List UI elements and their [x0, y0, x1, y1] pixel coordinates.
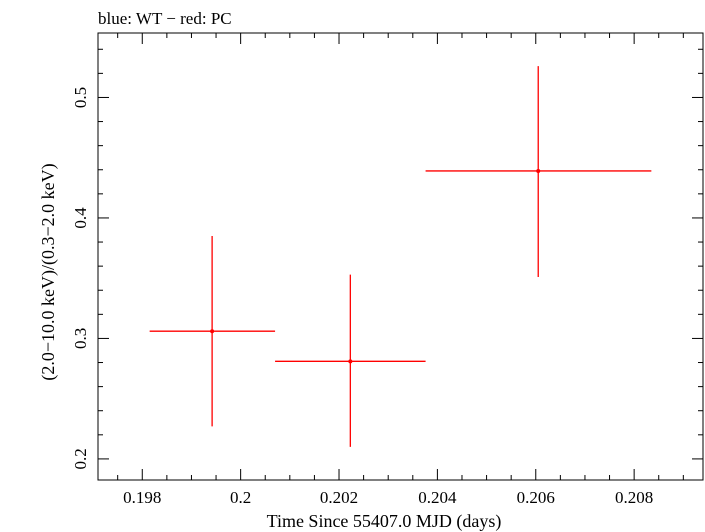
y-tick-label: 0.5 [71, 87, 90, 108]
x-tick-label: 0.206 [517, 488, 555, 507]
y-tick-label: 0.2 [71, 448, 90, 469]
chart-title: blue: WT − red: PC [98, 9, 232, 28]
point-marker [348, 359, 353, 364]
data-point [275, 274, 426, 447]
data-point [425, 66, 652, 277]
axis-ticks [98, 33, 703, 480]
point-marker [536, 168, 541, 173]
data-points [149, 66, 652, 447]
x-axis-label: Time Since 55407.0 MJD (days) [267, 511, 502, 532]
point-marker [210, 329, 215, 334]
y-tick-labels: 0.2 0.3 0.4 0.5 [71, 87, 90, 470]
x-tick-label: 0.204 [418, 488, 457, 507]
x-tick-label: 0.208 [615, 488, 653, 507]
x-tick-label: 0.198 [123, 488, 161, 507]
plot-frame [97, 32, 704, 481]
x-tick-label: 0.2 [230, 488, 251, 507]
data-point [149, 236, 276, 427]
y-tick-label: 0.4 [71, 207, 90, 229]
x-tick-label: 0.202 [320, 488, 358, 507]
x-tick-labels: 0.198 0.2 0.202 0.204 0.206 0.208 [123, 488, 653, 507]
y-tick-label: 0.3 [71, 328, 90, 349]
y-axis-label: (2.0−10.0 keV)/(0.3−2.0 keV) [38, 163, 59, 380]
